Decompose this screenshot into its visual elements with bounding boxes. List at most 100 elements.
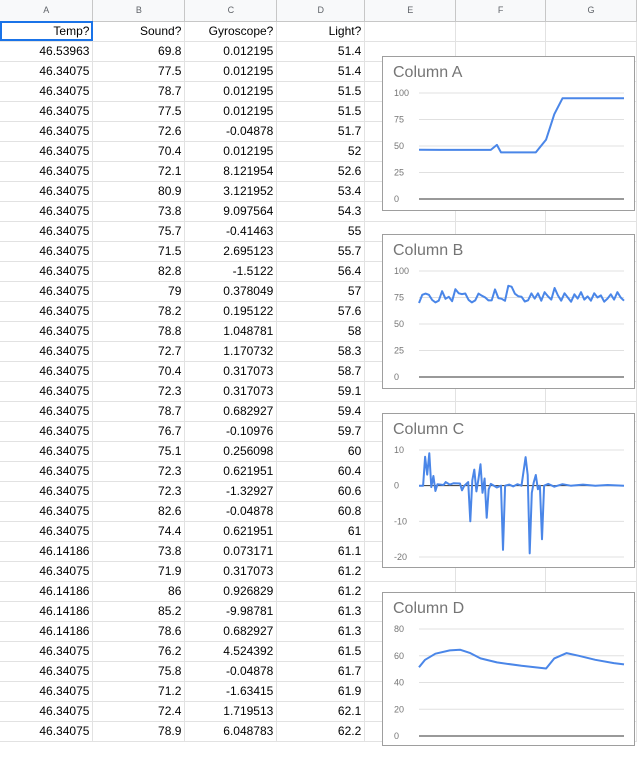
cell[interactable]: -0.04878	[184, 661, 278, 682]
cell[interactable]: 0.317073	[184, 381, 278, 402]
cell[interactable]: 46.34075	[0, 401, 94, 422]
cell[interactable]: 3.121952	[184, 181, 278, 202]
cell[interactable]: 72.4	[92, 701, 186, 722]
cell[interactable]: 52.6	[276, 161, 366, 182]
column-header-g[interactable]: G	[545, 0, 637, 22]
cell[interactable]	[455, 21, 547, 42]
cell[interactable]	[545, 21, 637, 42]
cell[interactable]: 60	[276, 441, 366, 462]
cell[interactable]: 46.34075	[0, 721, 94, 742]
cell[interactable]: 46.34075	[0, 161, 94, 182]
cell[interactable]: 0.256098	[184, 441, 278, 462]
cell[interactable]: 46.34075	[0, 341, 94, 362]
cell[interactable]: 46.34075	[0, 121, 94, 142]
cell[interactable]: 51.5	[276, 81, 366, 102]
cell[interactable]: -0.10976	[184, 421, 278, 442]
cell[interactable]: 71.9	[92, 561, 186, 582]
cell[interactable]: 2.695123	[184, 241, 278, 262]
cell[interactable]: 46.34075	[0, 201, 94, 222]
cell[interactable]: -0.04878	[184, 501, 278, 522]
cell[interactable]: 72.6	[92, 121, 186, 142]
cell[interactable]: 46.34075	[0, 481, 94, 502]
cell[interactable]: 78.2	[92, 301, 186, 322]
cell[interactable]: 61.3	[276, 621, 366, 642]
cell[interactable]: Light?	[276, 21, 366, 42]
cell[interactable]: 46.34075	[0, 381, 94, 402]
cell[interactable]: 60.4	[276, 461, 366, 482]
cell[interactable]: 57	[276, 281, 366, 302]
cell[interactable]: 59.4	[276, 401, 366, 422]
cell[interactable]: 85.2	[92, 601, 186, 622]
cell[interactable]: 46.34075	[0, 661, 94, 682]
cell[interactable]: 61.2	[276, 561, 366, 582]
cell[interactable]: 82.6	[92, 501, 186, 522]
cell[interactable]: 1.719513	[184, 701, 278, 722]
cell[interactable]: 46.34075	[0, 181, 94, 202]
cell[interactable]: 0.012195	[184, 41, 278, 62]
column-header-c[interactable]: C	[184, 0, 278, 22]
cell[interactable]: 46.34075	[0, 61, 94, 82]
cell[interactable]: 0.926829	[184, 581, 278, 602]
cell[interactable]: Sound?	[92, 21, 186, 42]
cell[interactable]: 8.121954	[184, 161, 278, 182]
cell[interactable]: 46.34075	[0, 361, 94, 382]
cell[interactable]: 51.5	[276, 101, 366, 122]
cell[interactable]: 78.8	[92, 321, 186, 342]
cell[interactable]: 62.1	[276, 701, 366, 722]
cell[interactable]: 46.34075	[0, 281, 94, 302]
cell[interactable]: 58.3	[276, 341, 366, 362]
cell[interactable]: 78.7	[92, 401, 186, 422]
cell[interactable]: 59.7	[276, 421, 366, 442]
cell[interactable]: 60.8	[276, 501, 366, 522]
cell[interactable]: 77.5	[92, 61, 186, 82]
cell[interactable]: 0.317073	[184, 561, 278, 582]
cell[interactable]: 46.53963	[0, 41, 94, 62]
cell[interactable]: 58.7	[276, 361, 366, 382]
cell[interactable]: 59.1	[276, 381, 366, 402]
cell[interactable]: 51.7	[276, 121, 366, 142]
column-header-f[interactable]: F	[455, 0, 547, 22]
cell[interactable]: 4.524392	[184, 641, 278, 662]
cell[interactable]: 61	[276, 521, 366, 542]
cell[interactable]: -0.41463	[184, 221, 278, 242]
cell[interactable]: 6.048783	[184, 721, 278, 742]
cell[interactable]: 61.2	[276, 581, 366, 602]
cell[interactable]: 0.621951	[184, 521, 278, 542]
chart-column-c[interactable]: Column C -20 -10 0 10	[382, 413, 635, 568]
cell[interactable]: 78.9	[92, 721, 186, 742]
cell[interactable]: 76.7	[92, 421, 186, 442]
cell[interactable]: 78.6	[92, 621, 186, 642]
cell[interactable]: -1.32927	[184, 481, 278, 502]
cell[interactable]: 82.8	[92, 261, 186, 282]
cell[interactable]: 0.682927	[184, 621, 278, 642]
cell[interactable]: 46.14186	[0, 601, 94, 622]
cell[interactable]: 46.14186	[0, 581, 94, 602]
cell[interactable]: 1.170732	[184, 341, 278, 362]
cell[interactable]: 46.34075	[0, 321, 94, 342]
cell[interactable]: 46.34075	[0, 261, 94, 282]
cell[interactable]: 54.3	[276, 201, 366, 222]
cell[interactable]: 46.14186	[0, 541, 94, 562]
cell[interactable]: 46.34075	[0, 501, 94, 522]
cell[interactable]: 60.6	[276, 481, 366, 502]
cell[interactable]: 52	[276, 141, 366, 162]
cell[interactable]: 71.2	[92, 681, 186, 702]
cell[interactable]: 61.3	[276, 601, 366, 622]
cell[interactable]: 61.1	[276, 541, 366, 562]
cell[interactable]: 9.097564	[184, 201, 278, 222]
cell[interactable]: 57.6	[276, 301, 366, 322]
cell[interactable]: 46.34075	[0, 141, 94, 162]
cell[interactable]: 56.4	[276, 261, 366, 282]
cell[interactable]: 46.34075	[0, 421, 94, 442]
cell[interactable]: Gyroscope?	[184, 21, 278, 42]
cell[interactable]: 46.34075	[0, 681, 94, 702]
chart-column-a[interactable]: Column A 0 25 50 75 100	[382, 56, 635, 211]
cell[interactable]: 46.34075	[0, 441, 94, 462]
cell[interactable]: 0.073171	[184, 541, 278, 562]
cell[interactable]: 79	[92, 281, 186, 302]
cell[interactable]: 51.4	[276, 61, 366, 82]
cell[interactable]: 72.7	[92, 341, 186, 362]
cell[interactable]: 46.34075	[0, 561, 94, 582]
cell[interactable]: 80.9	[92, 181, 186, 202]
cell[interactable]: -0.04878	[184, 121, 278, 142]
